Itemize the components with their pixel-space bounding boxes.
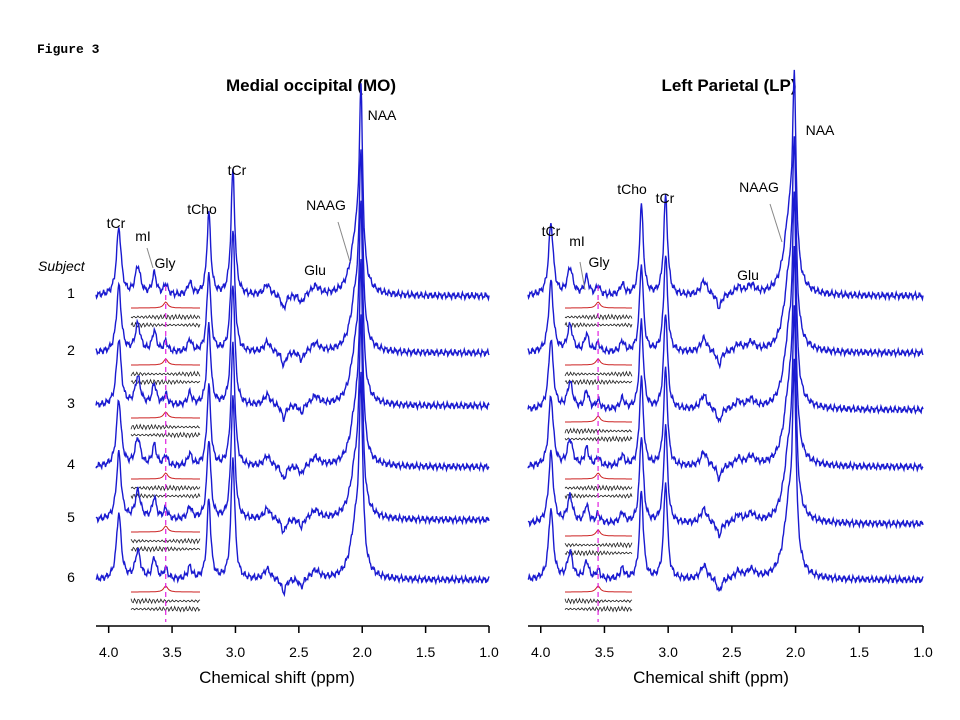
peak-label: tCho bbox=[617, 181, 647, 197]
subject-number: 4 bbox=[67, 456, 75, 472]
fit-trace bbox=[131, 525, 200, 533]
subject-number: 3 bbox=[67, 395, 75, 411]
tick-label: 4.0 bbox=[531, 644, 551, 660]
x-axis-label: Chemical shift (ppm) bbox=[199, 668, 355, 687]
residual-trace bbox=[564, 370, 633, 378]
peak-label: tCr bbox=[228, 162, 247, 178]
spectrum-trace bbox=[95, 259, 490, 480]
tick-label: 2.0 bbox=[786, 644, 806, 660]
tick-label: 1.0 bbox=[479, 644, 499, 660]
fit-trace bbox=[131, 472, 200, 480]
residual-trace bbox=[564, 549, 633, 557]
tick-label: 1.5 bbox=[850, 644, 870, 660]
label-leader-line bbox=[769, 203, 783, 243]
peak-label: NAAG bbox=[306, 197, 346, 213]
figure-label: Figure 3 bbox=[37, 42, 100, 57]
panel-medial-occipital: Medial occipital (MO) Subject 1 2 3 4 5 6 tCr… bbox=[38, 76, 499, 687]
x-axis: 4.0 3.5 3.0 2.5 2.0 1.5 1.0 bbox=[96, 625, 499, 660]
peak-label: tCr bbox=[107, 215, 126, 231]
spectra-group: 1 2 3 4 5 6 bbox=[67, 83, 490, 622]
tick-label: 2.5 bbox=[289, 644, 309, 660]
residual-trace bbox=[130, 370, 201, 378]
subject-number: 2 bbox=[67, 342, 75, 358]
fit-trace bbox=[565, 472, 632, 480]
residual-trace bbox=[564, 435, 633, 443]
peak-label: NAA bbox=[806, 122, 835, 138]
spectrum-trace bbox=[527, 191, 924, 424]
subject-number: 6 bbox=[67, 569, 75, 585]
peak-label: tCr bbox=[656, 190, 675, 206]
tick-label: 2.0 bbox=[352, 644, 372, 660]
tick-label: 3.5 bbox=[162, 644, 182, 660]
x-axis-label: Chemical shift (ppm) bbox=[633, 668, 789, 687]
tick-label: 1.0 bbox=[913, 644, 933, 660]
x-axis: 4.0 3.5 3.0 2.5 2.0 1.5 1.0 bbox=[528, 625, 933, 660]
spectrum-trace bbox=[527, 245, 924, 483]
residual-trace bbox=[130, 597, 201, 605]
residual-trace bbox=[564, 597, 633, 605]
panel-title: Medial occipital (MO) bbox=[226, 76, 396, 95]
spectrum-trace bbox=[527, 305, 924, 539]
peak-label: Glu bbox=[737, 267, 759, 283]
tick-label: 3.0 bbox=[658, 644, 678, 660]
peak-label: Glu bbox=[304, 262, 326, 278]
spectrum-trace bbox=[527, 69, 924, 310]
label-leader-line bbox=[337, 221, 351, 263]
fit-trace bbox=[131, 301, 200, 309]
residual-trace bbox=[564, 541, 633, 549]
residual-trace bbox=[130, 423, 201, 431]
panel-title: Left Parietal (LP) bbox=[661, 76, 796, 95]
label-leader-line bbox=[579, 261, 586, 291]
spectrum-trace bbox=[95, 314, 490, 536]
peak-label: Gly bbox=[589, 254, 610, 270]
spectrum-trace bbox=[527, 358, 924, 593]
spectrum-trace bbox=[95, 200, 490, 422]
tick-label: 3.0 bbox=[226, 644, 246, 660]
fit-trace bbox=[565, 301, 632, 309]
spectrum-trace bbox=[527, 136, 924, 370]
peak-label: mI bbox=[569, 233, 585, 249]
label-leader-line bbox=[146, 247, 154, 269]
peak-label: mI bbox=[135, 228, 151, 244]
panel-left-parietal: Left Parietal (LP) tCrmIGlytChotCrNAAGGl… bbox=[527, 69, 933, 687]
tick-label: 3.5 bbox=[595, 644, 615, 660]
spectrum-trace bbox=[95, 83, 490, 312]
peak-label: Gly bbox=[155, 255, 176, 271]
spectrum-trace bbox=[95, 371, 490, 598]
subject-heading: Subject bbox=[38, 258, 86, 274]
peak-label: tCr bbox=[542, 223, 561, 239]
subject-number: 5 bbox=[67, 509, 75, 525]
peak-label: NAAG bbox=[739, 179, 779, 195]
tick-label: 2.5 bbox=[722, 644, 742, 660]
peak-label: NAA bbox=[368, 107, 397, 123]
subject-number: 1 bbox=[67, 285, 75, 301]
spectra-group bbox=[527, 69, 924, 622]
tick-label: 4.0 bbox=[99, 644, 119, 660]
tick-label: 1.5 bbox=[416, 644, 436, 660]
peak-label: tCho bbox=[187, 201, 217, 217]
spectrum-trace bbox=[95, 149, 490, 370]
